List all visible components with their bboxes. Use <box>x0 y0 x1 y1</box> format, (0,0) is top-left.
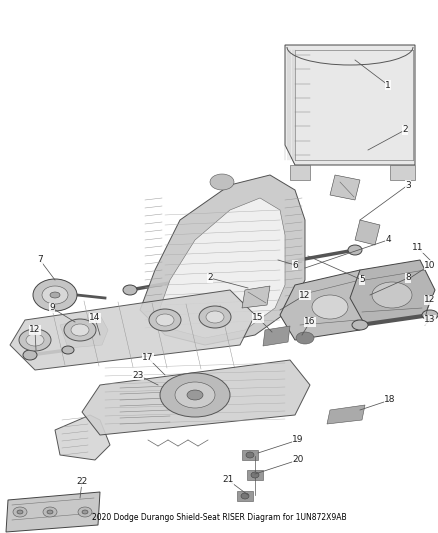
Ellipse shape <box>33 279 77 311</box>
Polygon shape <box>60 315 108 348</box>
Text: 10: 10 <box>424 261 436 270</box>
Ellipse shape <box>175 382 215 408</box>
Ellipse shape <box>160 373 230 417</box>
Text: 22: 22 <box>76 478 88 487</box>
Ellipse shape <box>82 510 88 514</box>
Text: 6: 6 <box>292 261 298 270</box>
Polygon shape <box>242 286 270 308</box>
Text: 20: 20 <box>292 456 304 464</box>
Polygon shape <box>140 175 305 345</box>
Ellipse shape <box>348 245 362 255</box>
Polygon shape <box>330 175 360 200</box>
Ellipse shape <box>199 306 231 328</box>
Polygon shape <box>355 220 380 245</box>
Ellipse shape <box>43 507 57 517</box>
Polygon shape <box>390 165 415 180</box>
Text: 4: 4 <box>385 236 391 245</box>
Text: 15: 15 <box>252 313 264 322</box>
Ellipse shape <box>210 174 234 190</box>
Text: 12: 12 <box>299 290 311 300</box>
Ellipse shape <box>312 295 348 319</box>
Polygon shape <box>6 492 100 532</box>
Polygon shape <box>55 415 110 460</box>
Ellipse shape <box>149 309 181 331</box>
Ellipse shape <box>23 350 37 360</box>
Polygon shape <box>290 165 310 180</box>
Polygon shape <box>10 290 255 370</box>
Ellipse shape <box>17 510 23 514</box>
Text: 9: 9 <box>49 303 55 312</box>
Text: 17: 17 <box>142 353 154 362</box>
Ellipse shape <box>42 286 68 304</box>
Ellipse shape <box>187 390 203 400</box>
Polygon shape <box>82 360 310 435</box>
Text: 12: 12 <box>424 295 436 304</box>
Polygon shape <box>327 405 365 424</box>
Polygon shape <box>280 270 375 340</box>
Ellipse shape <box>62 346 74 354</box>
Text: 18: 18 <box>384 395 396 405</box>
Ellipse shape <box>26 334 44 346</box>
Text: 19: 19 <box>292 435 304 445</box>
Ellipse shape <box>422 310 438 320</box>
Ellipse shape <box>123 285 137 295</box>
Text: 5: 5 <box>359 276 365 285</box>
Ellipse shape <box>47 510 53 514</box>
Ellipse shape <box>251 472 259 478</box>
Text: 13: 13 <box>424 316 436 325</box>
Ellipse shape <box>78 507 92 517</box>
Ellipse shape <box>352 320 368 330</box>
Ellipse shape <box>156 314 174 326</box>
Text: 23: 23 <box>132 370 144 379</box>
Text: 1: 1 <box>385 80 391 90</box>
Ellipse shape <box>64 319 96 341</box>
Text: 2: 2 <box>207 273 213 282</box>
Ellipse shape <box>71 324 89 336</box>
Text: 12: 12 <box>29 326 41 335</box>
Polygon shape <box>160 198 285 338</box>
Polygon shape <box>263 326 290 346</box>
Text: 14: 14 <box>89 313 101 322</box>
Text: 2: 2 <box>402 125 408 134</box>
Polygon shape <box>242 450 258 460</box>
Ellipse shape <box>13 507 27 517</box>
Ellipse shape <box>372 282 412 308</box>
Ellipse shape <box>50 292 60 298</box>
Text: 21: 21 <box>223 475 234 484</box>
Ellipse shape <box>246 452 254 458</box>
Text: 7: 7 <box>37 255 43 264</box>
Ellipse shape <box>19 329 51 351</box>
Ellipse shape <box>241 493 249 499</box>
Text: 2020 Dodge Durango Shield-Seat RISER Diagram for 1UN872X9AB: 2020 Dodge Durango Shield-Seat RISER Dia… <box>92 513 346 522</box>
Polygon shape <box>350 260 435 325</box>
Ellipse shape <box>296 332 314 344</box>
Text: 16: 16 <box>304 318 316 327</box>
Ellipse shape <box>206 311 224 323</box>
Polygon shape <box>247 470 263 480</box>
Text: 11: 11 <box>412 244 424 253</box>
Polygon shape <box>237 491 253 501</box>
Polygon shape <box>285 45 415 165</box>
Text: 3: 3 <box>405 181 411 190</box>
Text: 8: 8 <box>405 273 411 282</box>
